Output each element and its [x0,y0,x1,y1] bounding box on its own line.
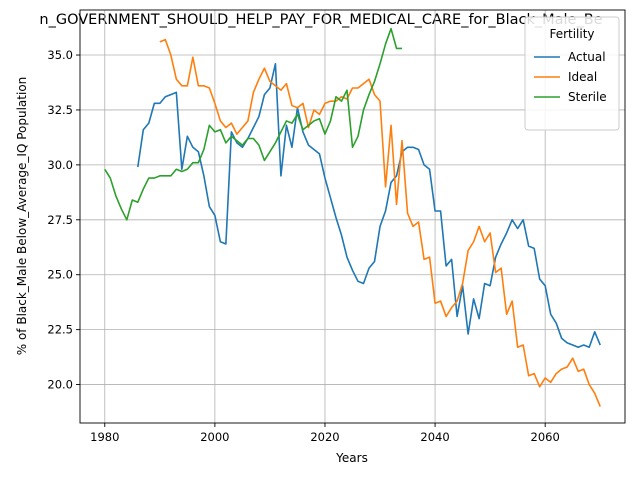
chart-title: n_GOVERNMENT_SHOULD_HELP_PAY_FOR_MEDICAL… [39,12,602,28]
legend-label-actual: Actual [568,50,606,64]
x-tick-label: 2040 [420,430,449,444]
legend-title: Fertility [549,27,594,41]
y-axis-label: % of Black_Male Below_Average_IQ Populat… [15,77,29,356]
legend-label-ideal: Ideal [568,70,597,84]
legend-label-sterile: Sterile [568,90,607,104]
y-tick-label: 25.0 [47,268,73,282]
x-tick-label: 2020 [310,430,339,444]
x-tick-label: 2060 [531,430,560,444]
y-tick-label: 32.5 [47,103,73,117]
x-axis-label: Years [335,451,368,465]
x-tick-label: 2000 [200,430,229,444]
y-tick-label: 22.5 [47,323,73,337]
series-line-sterile [105,29,402,220]
y-tick-label: 35.0 [47,48,73,62]
y-tick-label: 20.0 [47,378,73,392]
x-tick-label: 1980 [90,430,119,444]
y-tick-label: 27.5 [47,213,73,227]
legend: Fertility Actual Ideal Sterile [525,17,619,130]
y-tick-label: 30.0 [47,158,73,172]
